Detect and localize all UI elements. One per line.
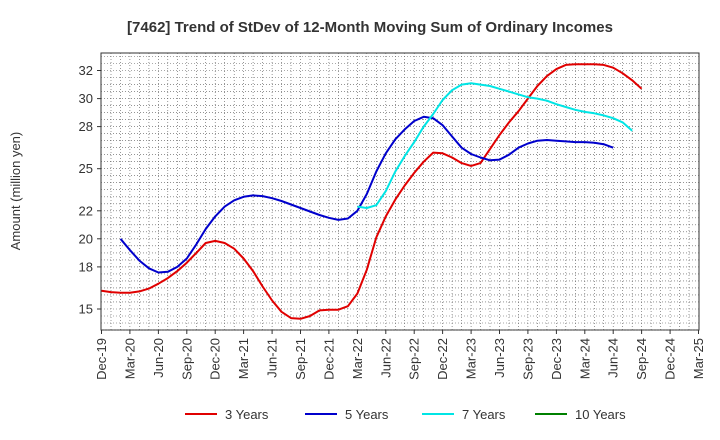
x-tick-label: Mar-25 (691, 338, 706, 379)
x-tick-label: Jun-21 (265, 338, 280, 378)
legend-label-5-years: 5 Years (345, 407, 389, 422)
x-tick-label: Mar-20 (122, 338, 137, 379)
y-axis: 15 18 20 22 25 28 30 32 (79, 63, 101, 317)
y-tick-label: 32 (79, 63, 93, 78)
y-tick-label: 20 (79, 231, 93, 246)
x-tick-label: Dec-20 (208, 338, 223, 380)
y-tick-label: 25 (79, 161, 93, 176)
x-tick-label: Mar-22 (350, 338, 365, 379)
x-tick-label: Jun-20 (151, 338, 166, 378)
x-tick-label: Sep-23 (520, 338, 535, 380)
y-tick-label: 18 (79, 259, 93, 274)
legend-label-10-years: 10 Years (575, 407, 626, 422)
chart: [7462] Trend of StDev of 12-Month Moving… (0, 0, 720, 440)
y-tick-label: 15 (79, 302, 93, 317)
legend: 3 Years 5 Years 7 Years 10 Years (185, 407, 626, 422)
legend-label-7-years: 7 Years (462, 407, 506, 422)
x-tick-label: Mar-23 (464, 338, 479, 379)
y-tick-label: 28 (79, 119, 93, 134)
x-tick-label: Sep-20 (179, 338, 194, 380)
legend-label-3-years: 3 Years (225, 407, 269, 422)
x-tick-label: Mar-21 (236, 338, 251, 379)
x-tick-label: Dec-19 (94, 338, 109, 380)
chart-title: [7462] Trend of StDev of 12-Month Moving… (127, 19, 613, 36)
x-tick-label: Sep-22 (407, 338, 422, 380)
y-axis-label: Amount (million yen) (8, 132, 23, 251)
y-tick-label: 30 (79, 91, 93, 106)
x-axis: Dec-19 Mar-20 Jun-20 Sep-20 Dec-20 Mar-21 Jun-… (94, 330, 706, 380)
x-tick-label: Dec-24 (663, 338, 678, 380)
x-tick-label: Jun-24 (606, 338, 621, 378)
x-tick-label: Jun-22 (378, 338, 393, 378)
x-tick-label: Sep-21 (293, 338, 308, 380)
x-tick-label: Dec-22 (435, 338, 450, 380)
x-tick-label: Jun-23 (492, 338, 507, 378)
y-tick-label: 22 (79, 203, 93, 218)
x-tick-label: Dec-23 (549, 338, 564, 380)
x-tick-label: Mar-24 (577, 338, 592, 379)
x-tick-label: Sep-24 (634, 338, 649, 380)
x-tick-label: Dec-21 (321, 338, 336, 380)
